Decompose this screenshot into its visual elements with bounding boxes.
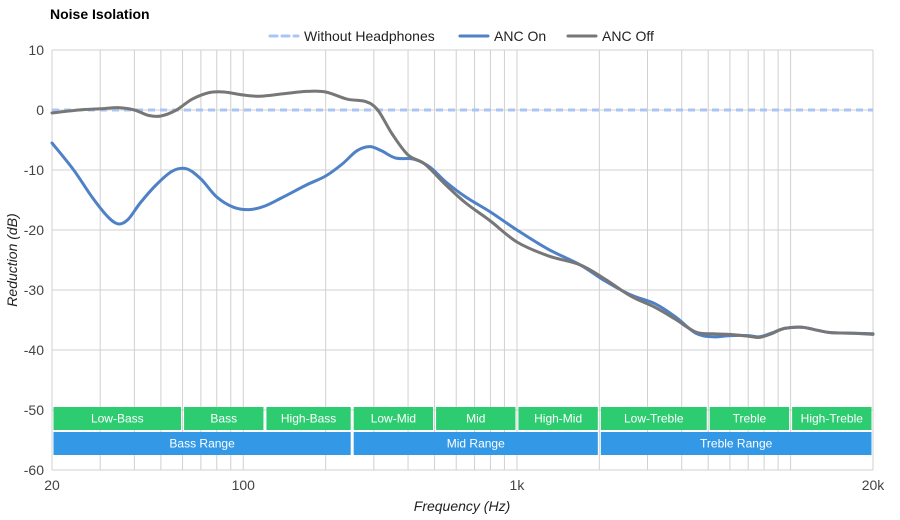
band-label: Mid xyxy=(466,412,485,426)
band-label: High-Treble xyxy=(801,412,864,426)
band-low-mid: Low-Mid xyxy=(353,407,434,430)
band-label: Low-Mid xyxy=(371,412,416,426)
band-label: Bass Range xyxy=(169,437,235,451)
band-rect xyxy=(266,407,351,430)
legend-label-without-headphones: Without Headphones xyxy=(304,28,435,44)
band-high-mid: High-Mid xyxy=(518,407,598,430)
y-tick-label: -40 xyxy=(24,342,44,358)
band-label: Mid Range xyxy=(447,437,505,451)
band-label: Treble Range xyxy=(700,437,773,451)
band-treble-range: Treble Range xyxy=(600,432,872,455)
legend-label-anc-on: ANC On xyxy=(494,28,546,44)
band-rect xyxy=(353,407,434,430)
band-label: Low-Treble xyxy=(624,412,684,426)
legend-item-without-headphones[interactable]: Without Headphones xyxy=(268,28,435,44)
y-axis-label: Reduction (dB) xyxy=(4,213,20,306)
y-tick-label: -50 xyxy=(24,402,44,418)
band-low-treble: Low-Treble xyxy=(600,407,707,430)
chart-title: Noise Isolation xyxy=(50,6,150,22)
band-label: High-Bass xyxy=(281,412,336,426)
band-rect xyxy=(53,407,182,430)
x-tick-label: 100 xyxy=(232,477,256,493)
band-rect xyxy=(600,407,707,430)
band-mid: Mid xyxy=(436,407,516,430)
band-rect xyxy=(184,407,264,430)
y-tick-label: -10 xyxy=(24,162,44,178)
band-high-treble: High-Treble xyxy=(792,407,872,430)
y-axis-ticks: 10 0 -10 -20 -30 -40 -50 -60 xyxy=(24,42,44,478)
y-tick-label: 0 xyxy=(36,102,44,118)
band-rect xyxy=(518,407,598,430)
band-rect xyxy=(792,407,872,430)
series-line-anc-off xyxy=(50,89,875,339)
x-axis-label: Frequency (Hz) xyxy=(414,498,510,514)
frequency-bands: Low-Bass Bass High-Bass Low-Mid Mid High-Mid L… xyxy=(53,407,872,455)
legend: Without Headphones ANC On ANC Off xyxy=(268,28,654,44)
band-treble: Treble xyxy=(709,407,790,430)
legend-label-anc-off: ANC Off xyxy=(602,28,654,44)
series-line-anc-on xyxy=(50,141,875,339)
x-tick-label: 20 xyxy=(44,477,60,493)
y-tick-label: -60 xyxy=(24,462,44,478)
y-tick-label: -30 xyxy=(24,282,44,298)
band-label: Low-Bass xyxy=(91,412,144,426)
x-tick-label: 1k xyxy=(510,477,526,493)
band-bass: Bass xyxy=(184,407,264,430)
band-label: Bass xyxy=(210,412,237,426)
band-rect xyxy=(600,432,872,455)
band-mid-range: Mid Range xyxy=(353,432,598,455)
band-rect xyxy=(709,407,790,430)
band-rect xyxy=(53,432,351,455)
band-rect xyxy=(436,407,516,430)
y-tick-label: -20 xyxy=(24,222,44,238)
band-bass-range: Bass Range xyxy=(53,432,351,455)
y-tick-label: 10 xyxy=(28,42,44,58)
x-tick-label: 20k xyxy=(862,477,886,493)
legend-item-anc-on[interactable]: ANC On xyxy=(458,28,546,44)
x-axis-ticks: 20 100 1k 20k xyxy=(44,477,885,493)
series-lines xyxy=(50,89,875,339)
band-low-bass: Low-Bass xyxy=(53,407,182,430)
band-high-bass: High-Bass xyxy=(266,407,351,430)
band-label: Treble xyxy=(733,412,767,426)
band-label: High-Mid xyxy=(534,412,582,426)
band-rect xyxy=(353,432,598,455)
legend-item-anc-off[interactable]: ANC Off xyxy=(566,28,654,44)
